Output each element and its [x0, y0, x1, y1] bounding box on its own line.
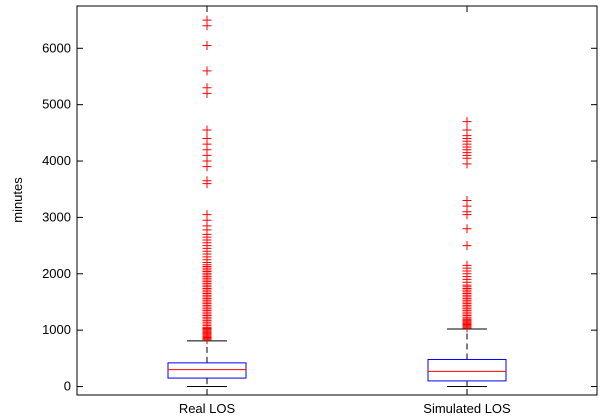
y-axis-title: minutes	[10, 177, 25, 223]
outlier-marker	[462, 125, 472, 135]
interquartile-box	[427, 358, 507, 382]
plot-area-frame	[76, 5, 598, 396]
outlier-marker	[202, 15, 212, 25]
outlier-marker	[462, 196, 472, 205]
outlier-marker	[202, 176, 212, 186]
outlier-marker	[462, 260, 472, 270]
outlier-marker	[202, 125, 212, 135]
box-group	[427, 117, 507, 388]
y-tick-label: 3000	[42, 209, 71, 224]
outlier-marker	[202, 210, 212, 220]
y-tick-label: 5000	[42, 97, 71, 112]
y-tick-label: 6000	[42, 40, 71, 55]
outlier-marker	[202, 40, 212, 50]
y-tick-label: 1000	[42, 322, 71, 337]
y-tick-label: 2000	[42, 266, 71, 281]
y-tick-label: 0	[64, 379, 71, 394]
box-group	[167, 15, 247, 388]
x-tick-label: Simulated LOS	[423, 401, 511, 416]
outlier-marker	[202, 66, 212, 76]
x-axis: Real LOS Simulated LOS	[179, 6, 511, 416]
outlier-marker	[462, 117, 472, 127]
outlier-marker	[202, 133, 212, 143]
y-tick-label: 4000	[42, 153, 71, 168]
box-series	[167, 15, 507, 388]
y-axis: 0 1000 2000 3000 4000 5000 6000	[42, 40, 597, 394]
outlier-marker	[202, 83, 212, 93]
interquartile-box	[167, 362, 247, 379]
x-tick-label: Real LOS	[179, 401, 236, 416]
outlier-marker	[462, 224, 472, 234]
outlier-marker	[462, 241, 472, 251]
